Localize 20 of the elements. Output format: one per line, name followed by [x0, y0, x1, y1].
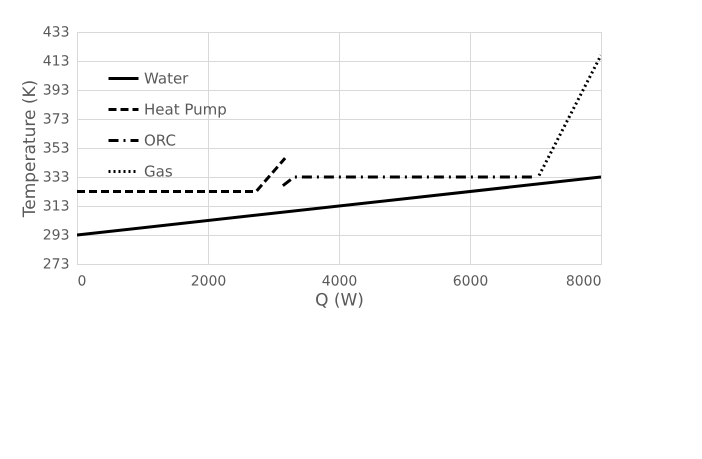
x-tick-label: 8000: [566, 274, 602, 290]
x-tick-label: 0: [78, 274, 86, 290]
y-tick-label: 353: [42, 140, 70, 156]
x-tick-label: 2000: [190, 274, 226, 290]
y-tick-label: 313: [42, 198, 70, 214]
x-tick-label: 4000: [322, 274, 358, 290]
legend-label: Gas: [144, 162, 173, 180]
y-tick-label: 373: [42, 112, 70, 128]
legend-label: Water: [144, 70, 190, 88]
legend-label: ORC: [144, 132, 176, 150]
x-tick-label: 6000: [452, 274, 488, 290]
y-tick-label: 433: [42, 24, 70, 40]
y-tick-label: 393: [42, 82, 70, 98]
y-axis-title: Temperature (K): [20, 80, 40, 218]
x-axis-title: Q (W): [315, 290, 364, 310]
y-tick-label: 333: [42, 170, 70, 186]
y-tick-label: 273: [42, 256, 70, 272]
legend-label: Heat Pump: [144, 100, 227, 118]
y-tick-label: 293: [42, 228, 70, 244]
y-tick-label: 413: [42, 54, 70, 70]
